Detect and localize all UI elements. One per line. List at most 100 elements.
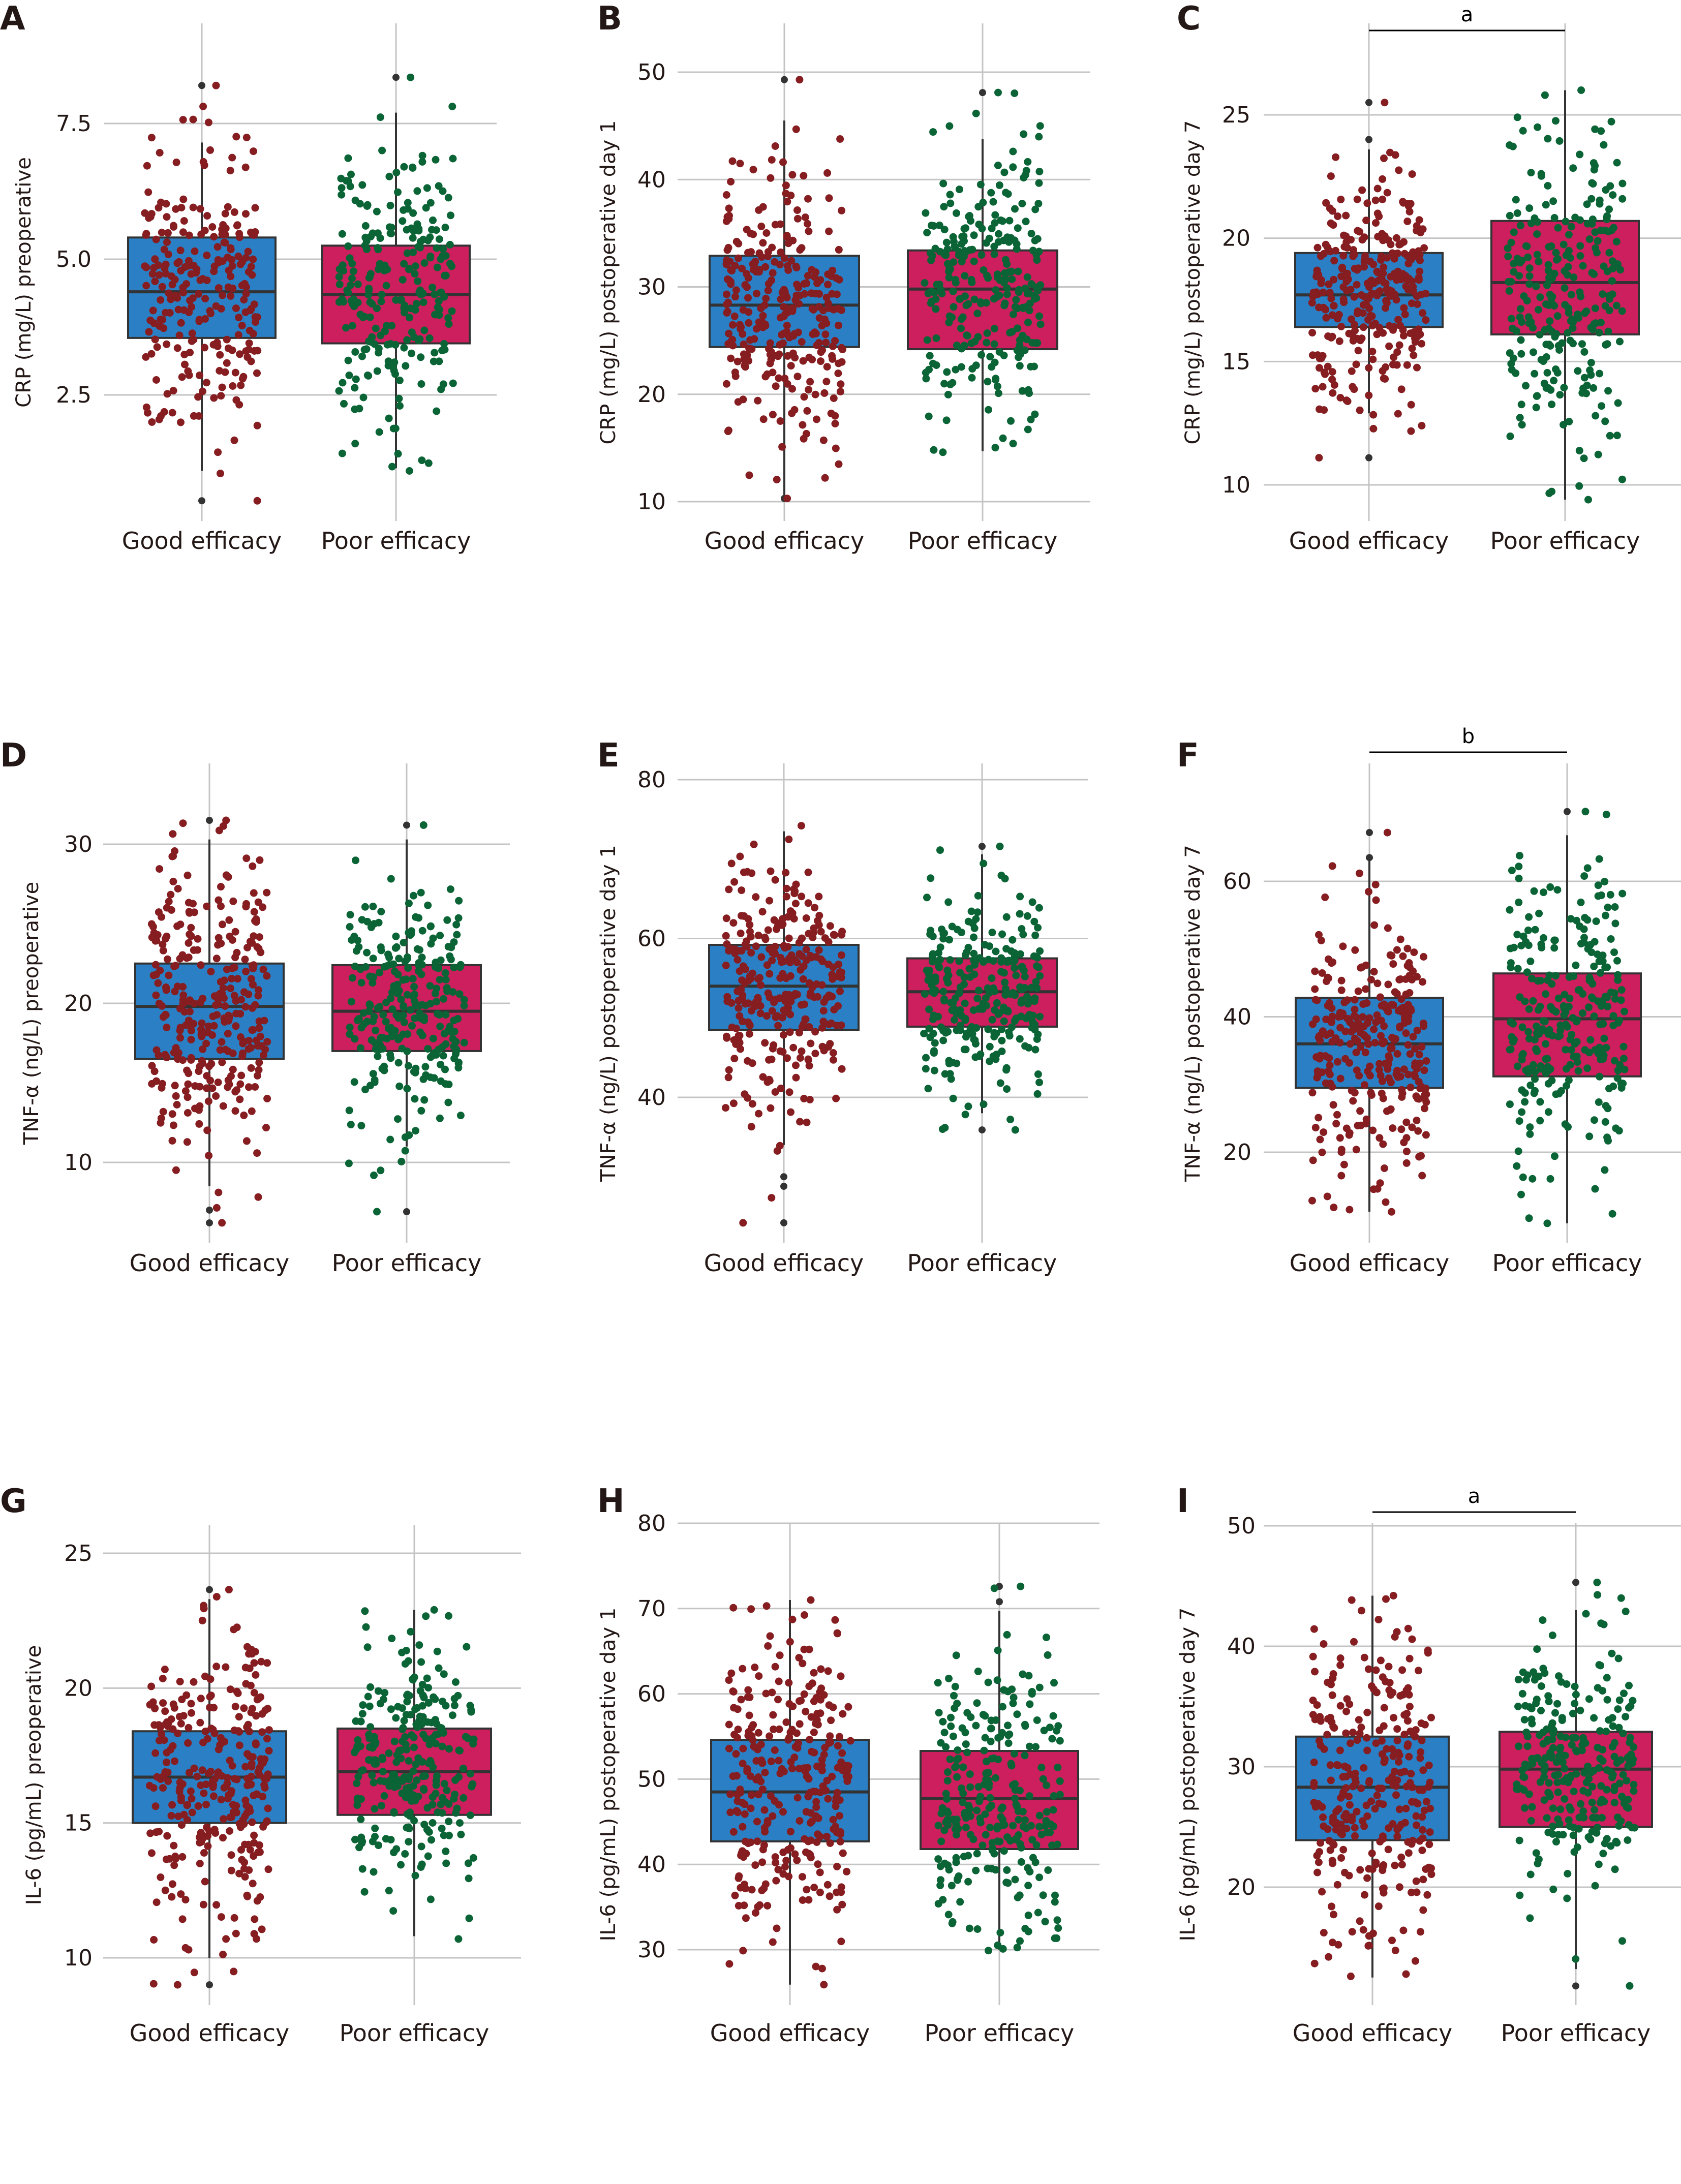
data-point	[963, 1748, 971, 1757]
data-point	[184, 1739, 192, 1747]
data-point	[234, 1689, 242, 1697]
data-point	[405, 265, 413, 273]
data-point	[998, 1036, 1006, 1044]
data-point	[407, 73, 415, 81]
data-point	[197, 961, 205, 969]
data-point	[252, 1712, 260, 1720]
data-point	[149, 1980, 158, 1988]
data-point	[930, 1011, 938, 1020]
data-point	[196, 1839, 204, 1847]
data-point	[1565, 973, 1573, 981]
data-point	[1530, 348, 1537, 356]
data-point	[812, 1962, 820, 1971]
data-point	[195, 290, 203, 298]
data-point	[240, 988, 248, 996]
data-point	[757, 222, 766, 230]
data-point	[1545, 489, 1553, 497]
data-point	[1400, 304, 1408, 312]
data-point	[186, 930, 194, 938]
data-point	[972, 361, 980, 370]
data-point	[212, 81, 220, 89]
data-point	[365, 1702, 374, 1710]
data-point	[209, 341, 218, 349]
data-point	[348, 274, 356, 283]
data-point	[965, 212, 973, 220]
data-point	[142, 353, 150, 361]
data-point	[1368, 1849, 1376, 1857]
data-point	[723, 290, 730, 298]
data-point	[1602, 811, 1610, 818]
data-point	[824, 1795, 832, 1803]
data-point	[383, 341, 391, 349]
data-point	[177, 1793, 185, 1801]
data-point	[1534, 1028, 1542, 1036]
data-point	[147, 1849, 156, 1857]
data-point	[344, 154, 352, 162]
data-point	[357, 1044, 364, 1052]
data-point	[749, 1721, 757, 1729]
data-point	[163, 1024, 171, 1031]
data-point	[1542, 353, 1550, 361]
data-point	[1374, 1616, 1383, 1623]
data-point	[1608, 226, 1615, 234]
data-point	[155, 271, 163, 279]
data-point	[930, 1049, 938, 1057]
data-point	[1614, 976, 1622, 984]
data-point	[829, 975, 837, 983]
data-point	[1015, 1816, 1023, 1824]
data-point	[722, 380, 730, 388]
data-point	[247, 306, 254, 315]
data-point	[1370, 1685, 1378, 1694]
data-point	[930, 957, 938, 965]
data-point	[1424, 1646, 1432, 1654]
data-point	[1613, 957, 1621, 965]
data-point	[926, 352, 934, 360]
data-point	[945, 1866, 953, 1874]
data-point	[960, 1853, 968, 1861]
data-point	[242, 854, 251, 863]
data-point	[1422, 316, 1430, 324]
data-point	[1324, 1715, 1332, 1723]
data-point	[972, 109, 980, 117]
data-point	[219, 822, 227, 830]
data-point	[1599, 290, 1607, 298]
data-point	[1357, 964, 1365, 972]
data-point	[1332, 1120, 1340, 1128]
data-point	[1507, 315, 1515, 323]
data-point	[730, 878, 739, 886]
data-point	[796, 950, 804, 958]
data-point	[753, 1818, 761, 1826]
data-point	[1030, 997, 1038, 1005]
data-point	[1547, 327, 1555, 335]
data-point	[991, 1006, 999, 1014]
data-point	[181, 360, 189, 368]
data-point	[1421, 1094, 1429, 1102]
data-point	[1529, 997, 1537, 1005]
data-point	[1000, 1847, 1008, 1855]
series-good-efficacy	[127, 81, 277, 505]
data-point	[758, 1858, 767, 1866]
data-point	[768, 1194, 776, 1202]
data-point	[163, 340, 171, 348]
data-point	[958, 929, 965, 936]
data-point	[807, 1713, 815, 1721]
data-point	[812, 1798, 820, 1806]
data-point	[1351, 327, 1359, 334]
data-point	[837, 1937, 845, 1946]
data-point	[1425, 1840, 1433, 1849]
data-point	[788, 1615, 797, 1623]
data-point	[1396, 935, 1404, 943]
data-point	[154, 979, 162, 987]
data-point	[937, 1837, 945, 1845]
data-point	[445, 1745, 453, 1753]
data-point	[172, 158, 180, 166]
data-point	[724, 298, 732, 306]
data-point	[755, 268, 763, 276]
data-point	[1011, 89, 1019, 97]
data-point	[162, 1720, 170, 1728]
data-point	[373, 207, 381, 216]
data-point	[401, 1147, 409, 1155]
data-point	[783, 232, 791, 240]
data-point	[951, 243, 959, 252]
